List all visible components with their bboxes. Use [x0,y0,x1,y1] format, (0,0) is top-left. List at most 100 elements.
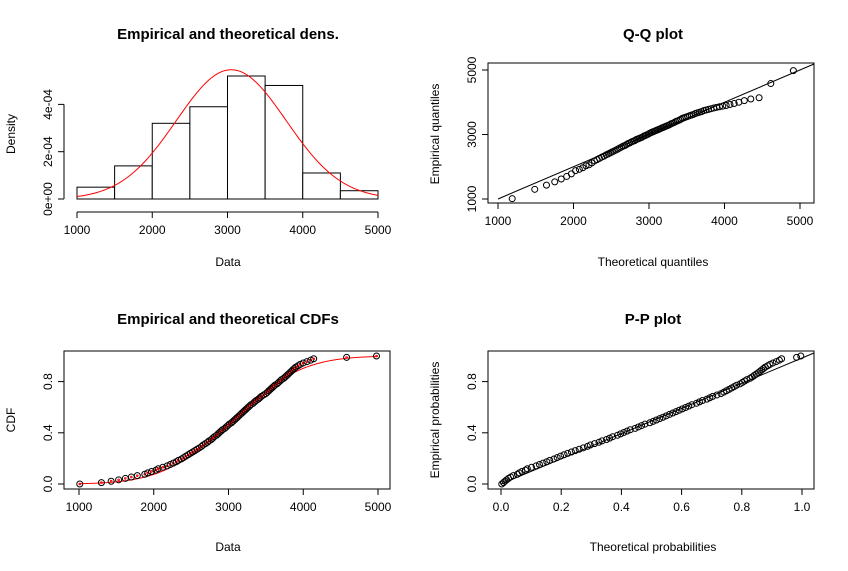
cdf-point-center [124,477,127,480]
cdf-point [299,359,307,367]
pp-point [598,437,606,445]
pp-point [560,451,568,459]
qq-x-tick-label: 4000 [711,214,738,228]
density-bar [227,75,266,200]
cdf-x-tick-label: 1000 [66,500,93,514]
qq-x-tick-label: 1000 [485,214,512,228]
pp-point [797,352,805,360]
pp-point [528,463,535,471]
qq-points [508,67,797,203]
qq-point [719,102,727,110]
density-x-tick-label: 1000 [64,223,91,237]
pp-point [532,462,540,470]
density-y-tick-label: 0e+00 [41,182,55,216]
qq-axes: 1000 2000 3000 4000 5000 1000 3000 5000 [465,56,814,228]
pp-x-tick-label: 1.0 [794,500,811,514]
pp-point [666,410,674,418]
pp-point [623,427,631,435]
qq-point [740,97,748,105]
qq-point [567,170,575,178]
cdf-y-tick-label: 0.8 [41,373,55,390]
cdf-theoretical-curve [78,355,379,485]
pp-point [553,454,561,462]
pp-point [662,412,670,420]
qq-y-tick-label: 3000 [465,121,479,148]
cdf-point [154,465,162,473]
pp-point [659,413,667,421]
pp-point [567,448,575,456]
pp-point [546,456,554,464]
pp-point [575,445,583,453]
density-x-tick-label: 3000 [214,223,241,237]
pp-point [709,392,717,400]
cdf-point-center [78,482,82,486]
pp-y-tick-label: 0.4 [465,424,479,441]
pp-point [641,420,649,428]
pp-point [682,403,690,411]
qq-point [575,165,583,173]
density-bar [264,84,304,200]
pp-point [713,391,721,399]
qq-x-tick-label: 2000 [560,214,587,228]
pp-x-tick-label: 0.4 [613,500,630,514]
pp-point [617,430,625,438]
pp-point [620,429,628,437]
pp-point [521,466,529,474]
pp-point [646,419,654,427]
density-bar [151,122,191,200]
pp-x-tick-label: 0.0 [493,500,510,514]
cdf-y-tick-label: 0.0 [41,475,55,492]
density-x-tick-label: 5000 [365,223,392,237]
density-x-axis-label: Data [215,255,241,269]
qq-point [557,175,565,183]
pp-point [638,422,646,430]
qq-point [508,195,516,203]
qq-point [716,103,724,111]
cdf-point [310,355,318,363]
pp-point [626,426,634,434]
pp-point [509,472,517,480]
density-x-tick-label: 4000 [289,223,316,237]
cdf-point-center [109,479,113,483]
cdf-x-tick-label: 5000 [365,500,392,514]
cdf-point [144,469,152,477]
qq-y-tick-label: 5000 [465,56,479,83]
qq-x-tick-label: 5000 [787,214,814,228]
qq-point [582,162,590,170]
pp-point [793,353,801,361]
cdf-point-center [375,354,378,358]
pp-point [557,452,565,460]
qq-point [531,185,539,193]
pp-point [613,431,621,439]
pp-point [579,444,587,452]
cdf-x-tick-label: 2000 [140,500,167,514]
pp-point [586,441,594,449]
cdf-point-center [136,474,139,477]
qq-y-axis-label: Empirical quantiles [428,84,442,185]
cdf-axes: 1000 2000 3000 4000 5000 0.0 0.4 0.8 [41,373,392,514]
pp-point [631,424,639,432]
qq-point [755,94,763,102]
pp-points [498,352,805,488]
cdf-point-center [312,357,316,361]
pp-y-tick-label: 0.8 [465,373,479,390]
cdf-point-center [161,466,165,469]
qq-y-tick-label: 1000 [465,185,479,212]
cdf-point [373,352,380,360]
density-theoretical-curve [76,69,379,197]
cdf-x-tick-label: 4000 [290,500,317,514]
pp-point [678,405,686,413]
pp-axes: 0.0 0.2 0.4 0.6 0.8 1.0 0.0 0.4 0.8 [465,373,811,514]
cdf-point [76,480,84,488]
qq-x-tick-label: 3000 [636,214,663,228]
cdf-point-center [130,475,133,479]
pp-point [564,449,572,457]
density-bar [302,172,341,200]
pp-point [539,459,547,467]
pp-point [688,401,696,409]
cdf-point-center [150,470,153,473]
cdf-point [159,463,167,471]
pp-point [699,397,706,405]
pp-point [733,381,741,389]
